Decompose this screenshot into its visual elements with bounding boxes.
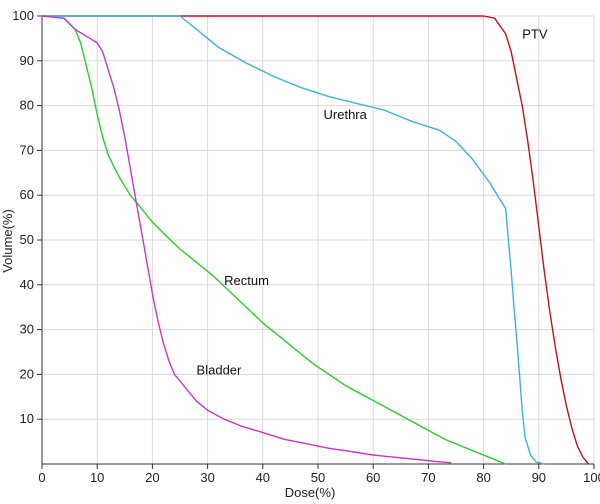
urethra-label: Urethra	[324, 107, 368, 122]
y-tick-label: 30	[20, 322, 34, 337]
y-tick-label: 10	[20, 411, 34, 426]
x-axis-title: Dose(%)	[285, 485, 336, 500]
x-tick-label: 10	[90, 470, 104, 485]
y-tick-label: 20	[20, 366, 34, 381]
y-tick-label: 100	[12, 8, 34, 23]
x-tick-label: 70	[421, 470, 435, 485]
y-tick-label: 50	[20, 232, 34, 247]
ptv-curve	[41, 15, 590, 465]
x-tick-label: 90	[532, 470, 546, 485]
y-tick-label: 90	[20, 53, 34, 68]
x-tick-label: 100	[583, 470, 600, 485]
bladder-curve	[41, 15, 452, 464]
grid	[42, 15, 595, 464]
x-tick-label: 60	[366, 470, 380, 485]
tick-labels: 0 10 20 30 40 50 60 70 80 90 100 10 20 30 40 50 60 70 80 90…	[12, 8, 600, 485]
x-tick-label: 20	[145, 470, 159, 485]
series	[41, 15, 590, 465]
x-tick-label: 30	[200, 470, 214, 485]
rectum-curve	[41, 15, 507, 465]
series-labels: PTV Urethra Rectum Bladder	[197, 26, 548, 377]
x-tick-label: 50	[311, 470, 325, 485]
x-tick-label: 80	[476, 470, 490, 485]
y-tick-label: 70	[20, 142, 34, 157]
y-tick-label: 60	[20, 187, 34, 202]
y-tick-label: 40	[20, 277, 34, 292]
x-tick-label: 40	[256, 470, 270, 485]
y-axis-title: Volume(%)	[0, 209, 15, 273]
y-tick-label: 80	[20, 98, 34, 113]
ptv-label: PTV	[522, 26, 548, 41]
x-tick-label: 0	[38, 470, 45, 485]
bladder-label: Bladder	[197, 362, 242, 377]
axes	[37, 15, 595, 469]
urethra-curve	[41, 15, 545, 465]
rectum-label: Rectum	[224, 273, 269, 288]
